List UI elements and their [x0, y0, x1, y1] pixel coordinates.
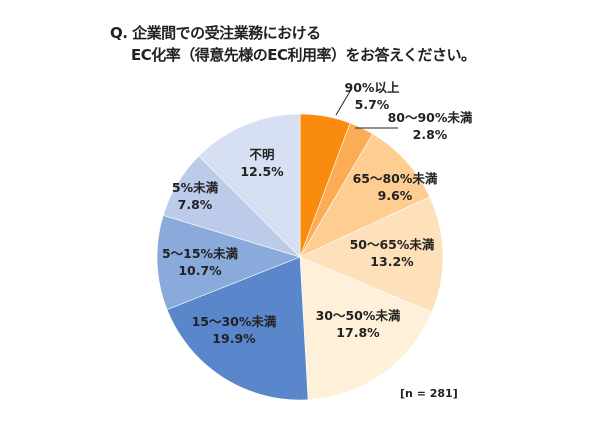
- slice-label: 5～15%未満 10.7%: [162, 245, 238, 279]
- slice-label: 30～50%未満 17.8%: [316, 307, 401, 341]
- sample-size-note: [n = 281]: [400, 387, 458, 400]
- title-line-1: Q. 企業間での受注業務における: [110, 24, 321, 42]
- slice-value-label: 13.2%: [370, 254, 414, 269]
- pie-slice: [198, 113, 301, 258]
- slice-label: 65～80%未満 9.6%: [353, 170, 438, 204]
- slice-label: 90%以上 5.7%: [345, 79, 400, 113]
- slice-category-label: 30～50%未満: [315, 308, 401, 323]
- slice-category-label: 不明: [249, 147, 275, 162]
- slice-value-label: 10.7%: [178, 263, 222, 278]
- slice-value-label: 5.7%: [354, 97, 390, 112]
- slice-value-label: 12.5%: [240, 164, 284, 179]
- slice-label: 80～90%未満 2.8%: [388, 109, 473, 143]
- slice-label: 50～65%未満 13.2%: [350, 236, 435, 270]
- slice-label: 5%未満 7.8%: [172, 179, 218, 213]
- slice-category-label: 50～65%未満: [349, 237, 435, 252]
- slice-category-label: 5%未満: [171, 180, 219, 195]
- pie-slice: [299, 196, 444, 313]
- slice-label: 不明 12.5%: [240, 146, 283, 180]
- slice-category-label: 5～15%未満: [161, 246, 239, 261]
- slice-category-label: 80～90%未満: [387, 110, 473, 125]
- slice-value-label: 9.6%: [377, 188, 413, 203]
- slice-category-label: 65～80%未満: [352, 171, 438, 186]
- slice-label: 15～30%未満 19.9%: [192, 313, 277, 347]
- chart-title: Q. 企業間での受注業務における EC化率（得意先様のEC利用率）をお答えくださ…: [110, 22, 476, 66]
- title-line-2: EC化率（得意先様のEC利用率）をお答えください。: [131, 46, 476, 64]
- slice-category-label: 15～30%未満: [191, 314, 277, 329]
- pie-slice: [299, 133, 431, 258]
- pie-slice: [299, 256, 433, 401]
- leader-line: [335, 87, 353, 116]
- pie-slice: [156, 215, 301, 311]
- pie-slice: [166, 256, 309, 401]
- slice-value-label: 2.8%: [412, 127, 448, 142]
- slice-value-label: 7.8%: [177, 197, 213, 212]
- slice-category-label: 90%以上: [344, 80, 400, 95]
- slice-value-label: 19.9%: [212, 331, 256, 346]
- slice-value-label: 17.8%: [336, 325, 380, 340]
